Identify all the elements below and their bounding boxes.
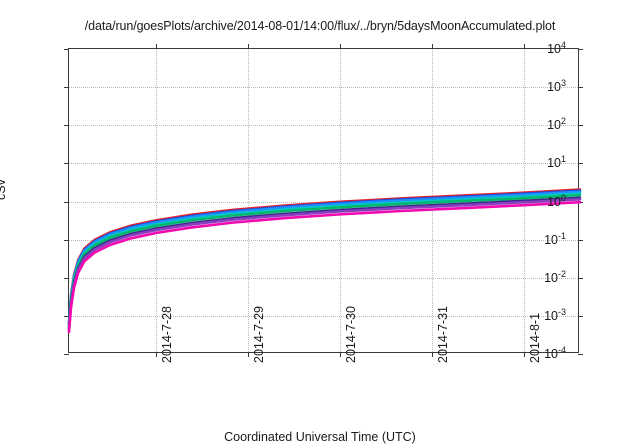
y-tick-mark bbox=[578, 315, 583, 317]
x-tick-label: 2014-7-30 bbox=[343, 306, 358, 363]
curve-navy-purple bbox=[67, 196, 582, 331]
x-tick-mark bbox=[155, 44, 157, 49]
gridline-horizontal bbox=[69, 315, 578, 317]
y-tick-label: 10-4 bbox=[544, 344, 566, 362]
x-tick-mark bbox=[431, 352, 433, 357]
y-tick-mark bbox=[578, 49, 583, 50]
curve-magenta bbox=[67, 200, 582, 334]
gridline-vertical bbox=[247, 49, 249, 352]
y-tick-mark bbox=[64, 315, 69, 317]
gridline-horizontal bbox=[69, 239, 578, 241]
x-tick-mark bbox=[523, 44, 525, 49]
gridline-horizontal bbox=[69, 87, 578, 89]
y-tick-mark bbox=[64, 87, 69, 89]
chart-title: /data/run/goesPlots/archive/2014-08-01/1… bbox=[84, 19, 556, 33]
y-tick-label: 103 bbox=[547, 78, 566, 95]
y-tick-mark bbox=[578, 277, 583, 279]
gridline-horizontal bbox=[69, 163, 578, 165]
y-tick-mark bbox=[578, 163, 583, 165]
y-tick-mark bbox=[578, 125, 583, 127]
x-tick-mark bbox=[247, 44, 249, 49]
y-axis-label: cSv bbox=[0, 179, 8, 200]
x-tick-mark bbox=[155, 352, 157, 357]
x-tick-mark bbox=[339, 352, 341, 357]
y-tick-label: 10-1 bbox=[544, 230, 566, 247]
x-tick-label: 2014-7-29 bbox=[251, 306, 266, 363]
x-tick-mark bbox=[431, 44, 433, 49]
y-tick-mark bbox=[578, 354, 583, 355]
y-tick-label: 102 bbox=[547, 116, 566, 133]
y-tick-mark bbox=[64, 163, 69, 165]
x-tick-mark bbox=[523, 352, 525, 357]
y-tick-label: 101 bbox=[547, 154, 566, 171]
y-tick-mark bbox=[64, 277, 69, 279]
y-tick-mark bbox=[64, 125, 69, 127]
y-tick-label: 10-3 bbox=[544, 306, 566, 323]
gridline-horizontal bbox=[69, 277, 578, 279]
gridline-vertical bbox=[155, 49, 157, 352]
x-tick-label: 2014-7-31 bbox=[435, 306, 450, 363]
x-tick-label: 2014-8-1 bbox=[527, 312, 542, 363]
y-tick-label: 10-2 bbox=[544, 268, 566, 285]
gridline-vertical bbox=[339, 49, 341, 352]
x-axis-label: Coordinated Universal Time (UTC) bbox=[224, 430, 416, 444]
x-tick-label: 2014-7-28 bbox=[159, 306, 174, 363]
y-tick-mark bbox=[578, 87, 583, 89]
y-tick-label: 104 bbox=[547, 39, 566, 57]
plot-area bbox=[64, 44, 583, 357]
y-tick-mark bbox=[64, 354, 69, 355]
y-tick-mark bbox=[64, 49, 69, 50]
y-tick-mark bbox=[578, 239, 583, 241]
curve-violet bbox=[67, 198, 582, 332]
gridline-horizontal bbox=[69, 125, 578, 127]
x-tick-mark bbox=[339, 44, 341, 49]
y-tick-mark bbox=[64, 201, 69, 203]
y-tick-label: 100 bbox=[547, 192, 566, 209]
x-tick-mark bbox=[247, 352, 249, 357]
y-tick-mark bbox=[64, 239, 69, 241]
data-series-layer bbox=[67, 188, 582, 334]
